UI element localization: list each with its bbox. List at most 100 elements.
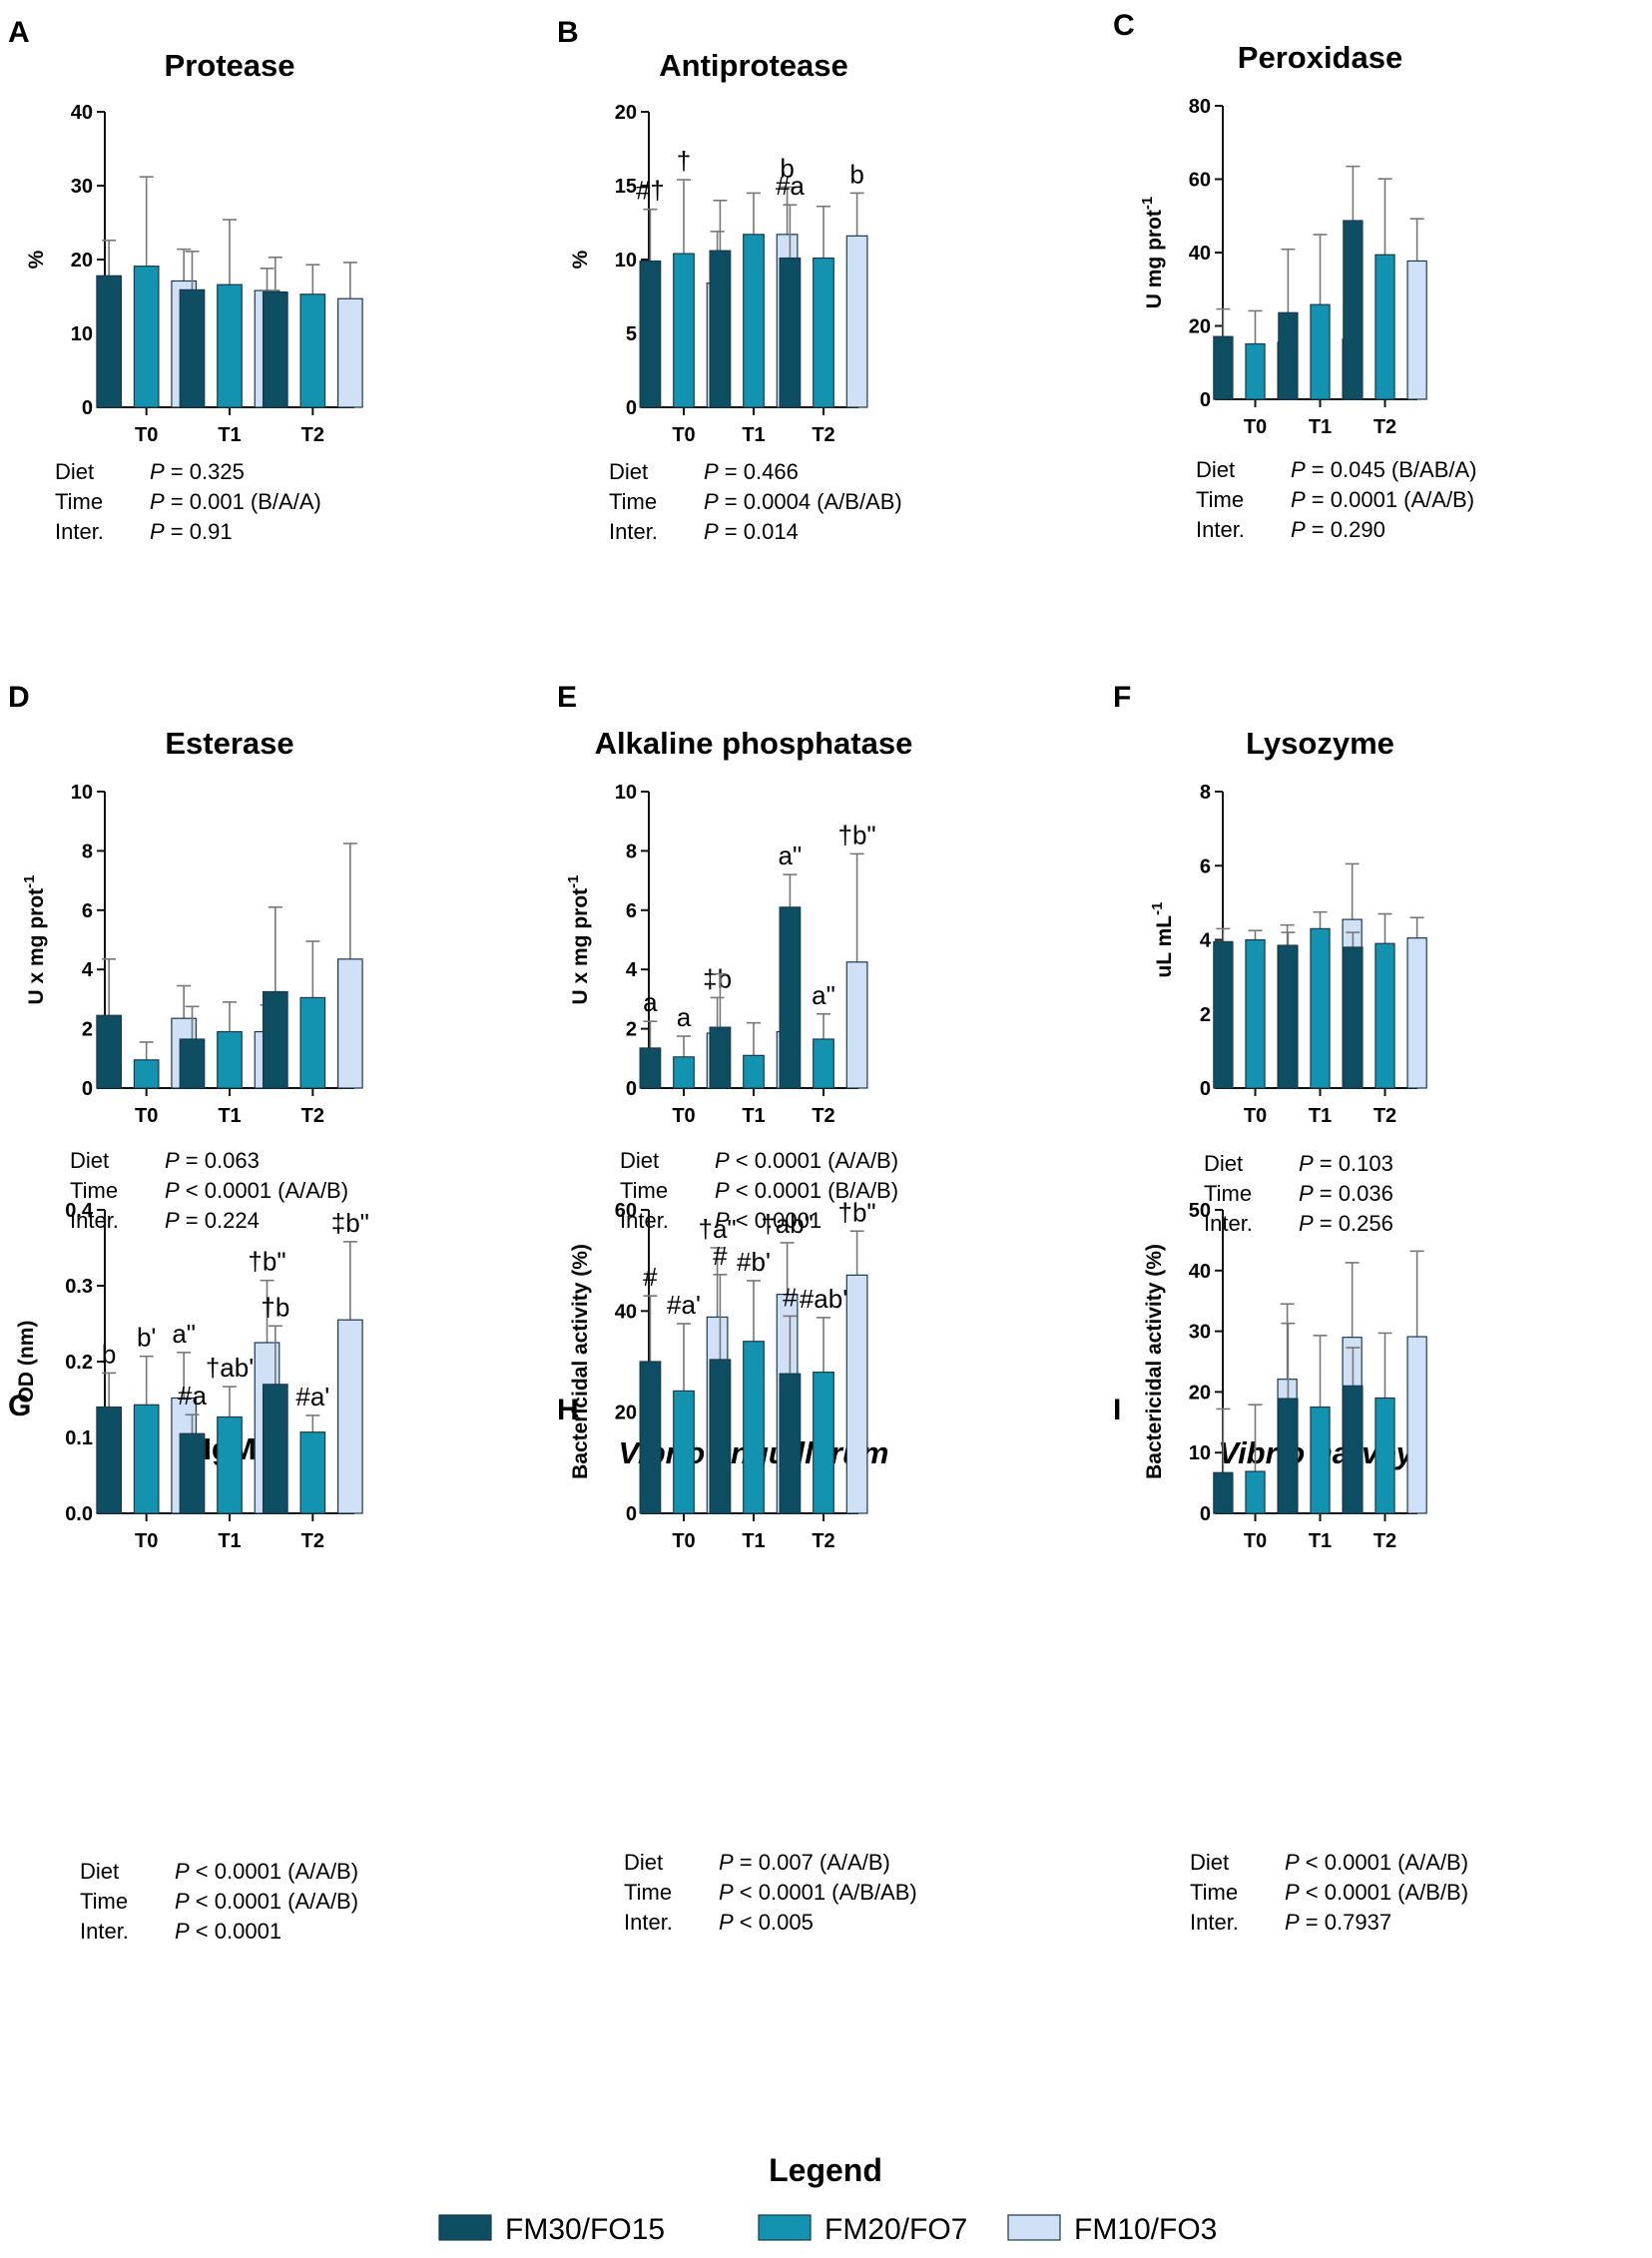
- stat-value: P < 0.005: [719, 1910, 814, 1935]
- y-tick-label: 10: [615, 250, 637, 272]
- legend-label: FM20/FO7: [825, 2213, 967, 2246]
- stat-label: Diet: [1196, 457, 1235, 482]
- stat-label: Diet: [70, 1148, 109, 1173]
- significance-label: a": [779, 841, 803, 870]
- y-tick-label: 15: [615, 176, 637, 198]
- panel-letter: D: [8, 681, 30, 714]
- stat-label: Diet: [609, 459, 648, 484]
- p-value: = 0.224: [180, 1208, 260, 1233]
- stat-label: Diet: [624, 1850, 663, 1875]
- y-tick-label: 0: [1200, 1503, 1211, 1525]
- bar-fm30-fo15: [262, 990, 288, 1089]
- bar-fm10-fo3: [336, 958, 363, 1089]
- p-symbol: P: [1285, 1880, 1300, 1905]
- significance-label: †b": [838, 820, 876, 849]
- bar-fm20-fo7: [217, 283, 243, 408]
- x-tick-label: T1: [1309, 1530, 1332, 1552]
- bar-fm30-fo15: [262, 1384, 288, 1514]
- bar-fm30-fo15: [1213, 335, 1234, 400]
- p-symbol: P: [1299, 1181, 1314, 1206]
- p-symbol: P: [719, 1910, 734, 1935]
- p-value: = 0.0001 (A/A/B): [1306, 487, 1474, 512]
- bar-fm10-fo3: [1406, 937, 1427, 1089]
- bar-fm20-fo7: [299, 1431, 326, 1514]
- bar-fm20-fo7: [1375, 1397, 1395, 1514]
- p-value: < 0.005: [734, 1910, 814, 1935]
- bar-fm30-fo15: [1213, 1471, 1234, 1514]
- stat-value: P = 0.256: [1299, 1211, 1393, 1236]
- p-symbol: P: [715, 1148, 730, 1173]
- panel-title: Protease: [165, 48, 295, 83]
- p-value: = 0.103: [1314, 1151, 1393, 1176]
- p-value: = 0.045 (B/AB/A): [1306, 457, 1477, 482]
- y-axis-label: uL mL-1: [1149, 902, 1176, 978]
- p-symbol: P: [165, 1178, 180, 1203]
- stat-value: P < 0.0001 (A/A/B): [715, 1148, 898, 1173]
- p-value: = 0.325: [165, 459, 245, 484]
- bar-fm10-fo3: [1406, 1336, 1427, 1514]
- bar-fm20-fo7: [673, 253, 695, 408]
- y-axis-label-superscript: -1: [1139, 197, 1156, 210]
- y-tick-label: 6: [626, 900, 637, 922]
- x-tick-label: T2: [812, 1105, 834, 1127]
- p-symbol: P: [175, 1919, 190, 1944]
- stat-label: Inter.: [620, 1208, 669, 1233]
- y-tick-label: 4: [82, 959, 94, 981]
- x-tick-label: T0: [672, 1105, 695, 1127]
- x-tick-label: T2: [1374, 416, 1396, 438]
- y-tick-label: 0: [82, 397, 93, 419]
- panel-letter: H: [557, 1394, 579, 1426]
- panel-f: F Lysozyme 0 2 4 6 8 uL mL-1 T0 T1 T2 Diet P = 0.103…: [1113, 681, 1427, 1236]
- stat-value: P = 0.103: [1299, 1151, 1393, 1176]
- bar-fm30-fo15: [1213, 940, 1234, 1089]
- bar-fm20-fo7: [673, 1390, 695, 1514]
- bar-fm10-fo3: [845, 235, 868, 408]
- p-value: < 0.0001 (A/B/B): [1300, 1880, 1468, 1905]
- bar-fm10-fo3: [336, 297, 363, 408]
- p-symbol: P: [150, 519, 165, 544]
- p-value: < 0.0001 (A/A/B): [180, 1178, 348, 1203]
- y-tick-label: 0: [82, 1078, 93, 1100]
- bar-fm20-fo7: [299, 293, 326, 408]
- stat-value: P = 0.224: [165, 1208, 260, 1233]
- stat-value: P < 0.0001 (B/A/B): [715, 1178, 898, 1203]
- panel-letter: B: [557, 16, 579, 49]
- bar-fm20-fo7: [299, 996, 326, 1089]
- bar-fm30-fo15: [1278, 1398, 1299, 1514]
- legend-swatch: [758, 2214, 812, 2241]
- stat-value: P = 0.91: [150, 519, 233, 544]
- x-tick-label: T0: [672, 424, 695, 446]
- y-tick-label: 20: [71, 250, 93, 272]
- panel-d: D Esterase 0 2 4 6 8 10 U x mg prot-1 T0 T1 T2 Diet P…: [8, 681, 363, 1233]
- x-tick-label: T2: [1374, 1530, 1396, 1552]
- significance-label: †: [677, 146, 691, 176]
- stat-label: Diet: [620, 1148, 659, 1173]
- x-tick-label: T2: [301, 1105, 324, 1127]
- x-tick-label: T1: [742, 1530, 765, 1552]
- bar-fm20-fo7: [813, 1372, 834, 1514]
- p-value: = 0.0004 (A/B/AB): [719, 489, 902, 514]
- p-symbol: P: [719, 1850, 734, 1875]
- significance-label: ‡b": [331, 1208, 369, 1238]
- bar-fm20-fo7: [217, 1030, 243, 1089]
- x-tick-label: T2: [301, 424, 324, 446]
- p-symbol: P: [715, 1178, 730, 1203]
- bar-fm20-fo7: [813, 1038, 834, 1089]
- p-value: < 0.0001 (A/B/AB): [734, 1880, 917, 1905]
- y-tick-label: 10: [615, 782, 637, 804]
- significance-label: a: [677, 1002, 692, 1032]
- bar-fm30-fo15: [1278, 311, 1299, 400]
- bar-fm30-fo15: [1343, 1385, 1364, 1514]
- bar-fm20-fo7: [133, 1059, 160, 1089]
- panel-e: E Alkaline phosphatase 0 2 4 6 8 10 U x mg prot-…: [557, 681, 912, 1233]
- panel-g: GIgM0.00.10.20.30.4OD (nm)T0bb'a"T1#a†ab…: [8, 1200, 369, 1944]
- bar-fm30-fo15: [709, 1026, 732, 1089]
- stat-label: Diet: [80, 1859, 119, 1884]
- p-symbol: P: [1291, 487, 1306, 512]
- y-tick-label: 20: [615, 102, 637, 124]
- x-tick-label: T1: [1309, 416, 1332, 438]
- y-axis-label: U x mg prot-1: [565, 874, 592, 1004]
- bar-fm30-fo15: [709, 1359, 732, 1514]
